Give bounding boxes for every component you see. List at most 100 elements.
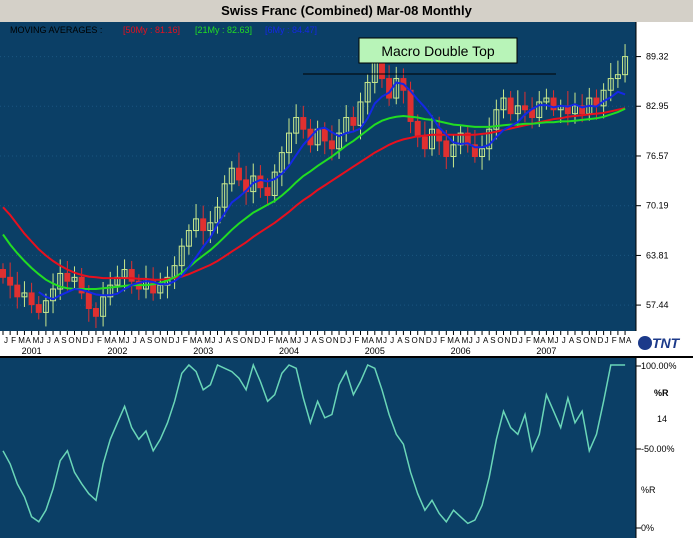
month-tick-label: M [33,336,40,345]
candle-body [579,105,586,115]
year-tick-label: 2006 [451,346,471,356]
month-tick-label: F [526,336,531,345]
ma21-legend: [21My : 82.63] [195,25,252,35]
month-tick-label: A [311,336,317,345]
month-tick-label: O [326,336,332,345]
indicator-axis-bg [636,358,693,538]
month-tick-label: M [118,336,125,345]
month-tick-label: J [519,336,523,345]
candle-body [500,97,507,111]
price-panel-bg [0,22,636,331]
candle-body [228,167,235,185]
month-tick-label: S [576,336,581,345]
candle-body [572,105,578,115]
candle-body [100,296,107,317]
month-tick-label: D [597,336,603,345]
month-tick-label: D [168,336,174,345]
month-tick-label: O [240,336,246,345]
tnt-logo-text: TNT [652,335,681,351]
candle-body [393,78,400,99]
candle-body [207,222,214,232]
month-tick-label: A [197,336,203,345]
candle-body [293,117,300,134]
month-tick-label: J [90,336,94,345]
month-tick-label: A [483,336,489,345]
price-tick-label: 76.57 [646,151,669,161]
month-tick-label: O [583,336,589,345]
month-tick-label: J [476,336,480,345]
candle-body [622,56,629,76]
annotation-text: Macro Double Top [381,43,495,59]
candle-body [7,276,14,286]
candle-body [471,144,478,158]
month-tick-label: A [226,336,232,345]
month-tick-label: D [512,336,518,345]
price-tick-label: 63.81 [646,250,669,260]
candle-body [543,97,550,103]
candle-body [64,272,71,282]
month-tick-label: O [497,336,503,345]
month-tick-label: D [340,336,346,345]
tnt-logo: TNT [638,335,681,351]
month-tick-label: M [533,336,540,345]
annotation-box [358,37,518,64]
price-y-ticks: 89.32 82.95 76.57 70.19 63.81 57.44 [636,52,669,310]
indicator-tick-label: 100.00% [641,361,677,371]
candle-body [536,101,543,119]
month-tick-label: J [390,336,394,345]
candle-body [493,109,500,130]
month-tick-label: A [25,336,31,345]
candle-body [386,78,393,99]
year-tick-label: 2005 [365,346,385,356]
window-title: Swiss Franc (Combined) Mar-08 Monthly [0,0,693,22]
candle-body [57,272,64,290]
month-tick-label: J [433,336,437,345]
month-tick-label: F [440,336,445,345]
candle-body [414,120,421,138]
month-tick-label: D [426,336,432,345]
candle-body [28,292,35,306]
candle-body [264,187,271,196]
month-tick-label: J [4,336,8,345]
candle-body [429,128,435,150]
candle-body [71,276,78,282]
price-axis-bg [636,22,693,331]
month-tick-label: M [290,336,297,345]
year-tick-label: 2002 [107,346,127,356]
candle-body [550,97,557,111]
month-tick-label: S [490,336,495,345]
month-tick-label: J [126,336,130,345]
month-tick-label: M [376,336,383,345]
candle-body [521,105,528,111]
month-tick-label: D [254,336,260,345]
month-tick-label: F [354,336,359,345]
candle-body [221,183,228,208]
candle-body [35,304,42,313]
month-tick-label: S [404,336,409,345]
ma50-line [2,107,626,281]
month-tick-label: J [133,336,137,345]
price-tick-label: 89.32 [646,52,669,62]
year-ticks: 2001 2002 2003 2004 2005 2006 2007 [22,346,557,356]
month-tick-label: J [562,336,566,345]
candle-body [107,284,114,298]
percent-r-indicator [2,362,626,525]
candle-body [200,218,207,232]
indicator-y-ticks: 100.00% %R 14 -50.00% %R 0% [636,361,677,533]
month-tick-label: A [111,336,117,345]
candle-body [614,74,621,80]
price-tick-label: 57.44 [646,300,669,310]
month-axis-bg [0,331,636,356]
month-tick-label: N [76,336,82,345]
month-tick-label: F [612,336,617,345]
year-tick-label: 2001 [22,346,42,356]
candle-body [600,89,607,107]
month-tick-label: N [590,336,596,345]
month-tick-label: A [283,336,289,345]
candle-body [271,171,278,196]
candle-body [514,105,521,115]
candle-body [357,101,364,126]
month-tick-label: F [97,336,102,345]
